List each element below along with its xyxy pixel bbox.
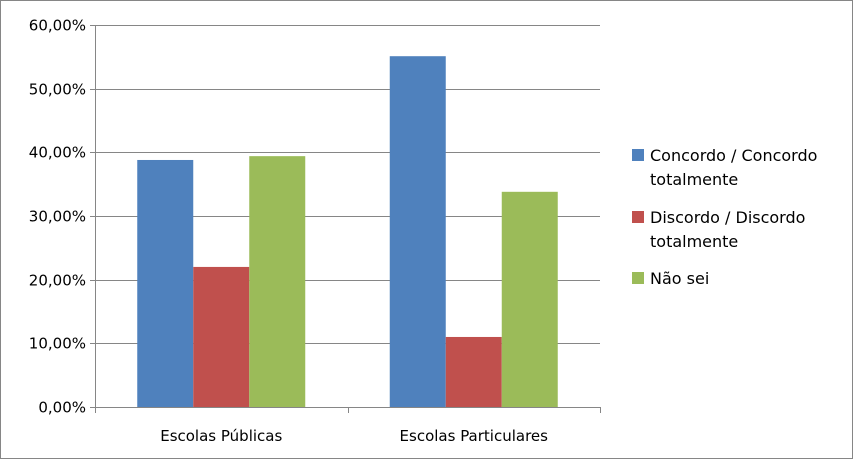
legend-swatch [632,149,644,161]
y-tick-label: 10,00% [29,335,86,353]
legend-label: Concordo / Concordo totalmente [650,146,817,189]
y-axis-tick-labels: 0,00% 10,00% 20,00% 30,00% 40,00% 50,00% 60,00… [29,17,86,417]
bar [137,159,194,407]
bar [249,156,306,407]
y-tick-label: 40,00% [29,144,86,162]
legend-swatch [632,272,644,284]
bar [501,191,558,407]
legend-label: Não sei [650,269,709,288]
bar [389,56,446,408]
bar [445,336,502,407]
legend: Concordo / Concordo totalmente Discordo / … [632,146,817,288]
axes [90,25,601,413]
x-category-label: Escolas Particulares [400,427,549,445]
x-axis-category-labels: Escolas Públicas Escolas Particulares [160,427,548,445]
y-tick-label: 20,00% [29,272,86,290]
y-tick-label: 30,00% [29,208,86,226]
y-tick-label: 60,00% [29,17,86,35]
legend-swatch [632,211,644,223]
x-category-label: Escolas Públicas [160,427,282,445]
y-tick-label: 50,00% [29,81,86,99]
bar [193,266,250,407]
legend-label: Discordo / Discordo totalmente [650,208,805,251]
y-tick-label: 0,00% [38,399,86,417]
bars [137,56,558,408]
